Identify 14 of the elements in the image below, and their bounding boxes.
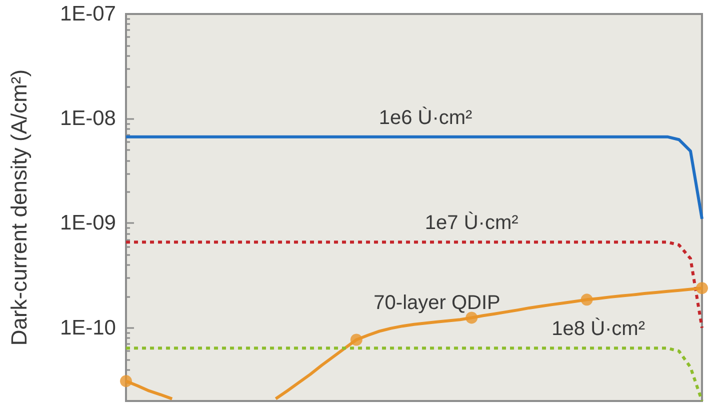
point — [696, 282, 708, 294]
series-label: 70-layer QDIP — [374, 292, 500, 314]
point — [120, 375, 132, 388]
y-tick-label: 1E-07 — [60, 2, 116, 26]
point — [580, 294, 593, 306]
series-label: 1e7 Ù·cm² — [424, 211, 519, 234]
series-label: 1e8 Ù·cm² — [552, 317, 646, 340]
y-tick-label: 1E-08 — [60, 107, 116, 130]
y-axis-title: Dark-current density (A/cm²) — [6, 69, 32, 346]
y-tick-label: 1E-09 — [60, 212, 116, 235]
line-series — [124, 346, 704, 402]
point — [350, 334, 362, 346]
y-tick-label: 1E-10 — [60, 316, 116, 340]
series-label: 1e6 Ù·cm² — [378, 106, 473, 129]
